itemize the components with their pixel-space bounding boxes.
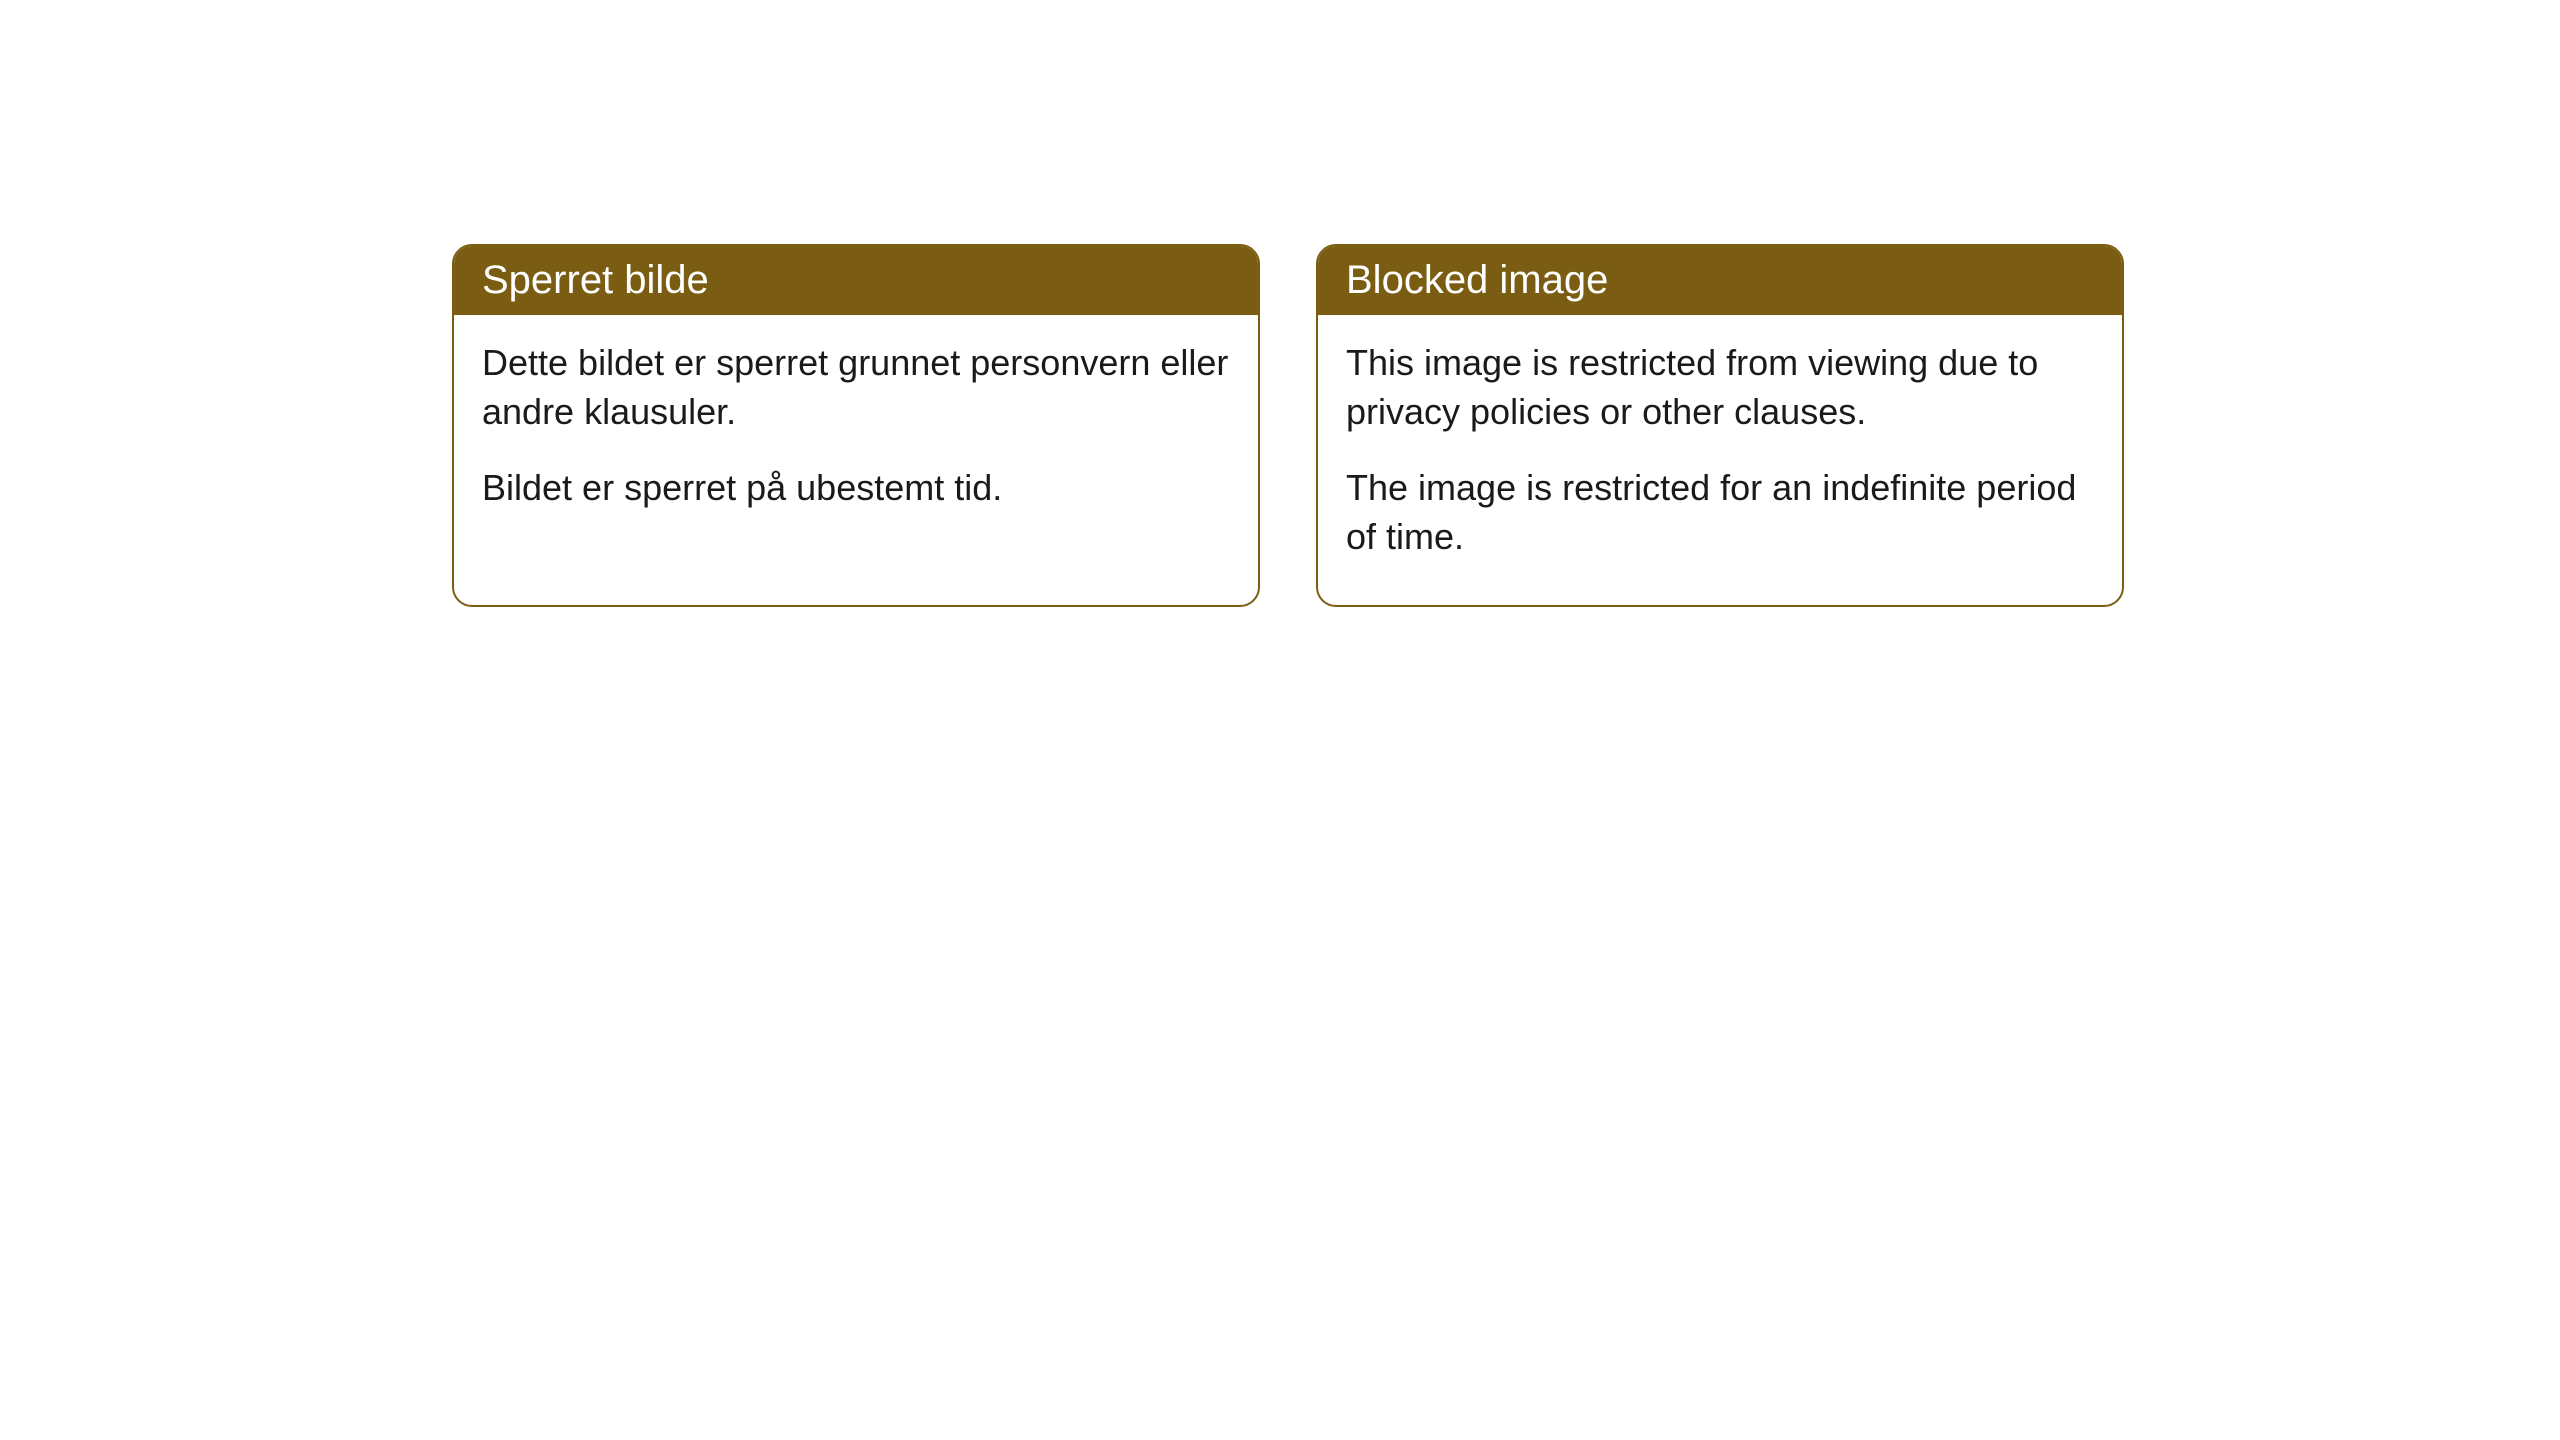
notice-card-english: Blocked image This image is restricted f… (1316, 244, 2124, 607)
notice-container: Sperret bilde Dette bildet er sperret gr… (0, 0, 2560, 607)
card-body: Dette bildet er sperret grunnet personve… (454, 315, 1258, 557)
card-title: Sperret bilde (454, 246, 1258, 315)
card-paragraph: Bildet er sperret på ubestemt tid. (482, 464, 1230, 513)
card-title: Blocked image (1318, 246, 2122, 315)
notice-card-norwegian: Sperret bilde Dette bildet er sperret gr… (452, 244, 1260, 607)
card-paragraph: The image is restricted for an indefinit… (1346, 464, 2094, 561)
card-paragraph: This image is restricted from viewing du… (1346, 339, 2094, 436)
card-paragraph: Dette bildet er sperret grunnet personve… (482, 339, 1230, 436)
card-body: This image is restricted from viewing du… (1318, 315, 2122, 605)
